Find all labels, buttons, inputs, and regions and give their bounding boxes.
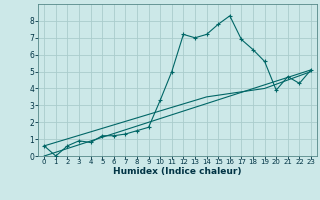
X-axis label: Humidex (Indice chaleur): Humidex (Indice chaleur) [113, 167, 242, 176]
